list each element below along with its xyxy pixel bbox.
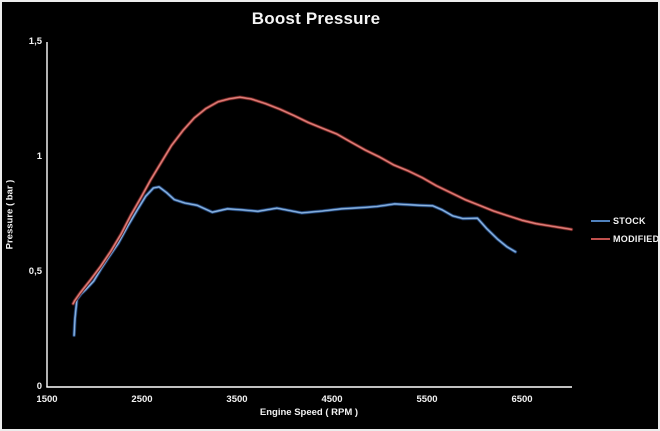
x-tick-label: 6500 <box>511 394 533 405</box>
chart-title: Boost Pressure <box>251 9 381 28</box>
y-tick-label: 1 <box>36 151 42 162</box>
legend-label-stock: STOCK <box>613 216 646 226</box>
legend-label-modified: MODIFIED <box>613 234 660 244</box>
modified-line <box>72 96 572 305</box>
x-tick-label: 3500 <box>226 394 248 405</box>
x-axis-title: Engine Speed ( RPM ) <box>259 407 359 418</box>
stock-line <box>73 185 517 337</box>
y-axis-title: Pressure ( bar ) <box>4 179 16 250</box>
x-tick-label: 4500 <box>321 394 343 405</box>
stock-line <box>72 185 518 338</box>
y-tick-label: 1,5 <box>28 36 42 47</box>
y-tick-label: 0 <box>36 381 42 392</box>
legend-entry-modified: MODIFIED <box>591 233 660 245</box>
x-tick-label: 2500 <box>131 394 153 405</box>
stock-line <box>73 186 516 336</box>
series-lines <box>71 95 574 338</box>
x-tick-label: 5500 <box>416 394 438 405</box>
stock-line-swatch <box>591 220 610 222</box>
x-tick-label: 1500 <box>36 394 58 405</box>
legend-entry-stock: STOCK <box>591 215 658 227</box>
modified-line-swatch <box>591 238 610 240</box>
legend: STOCK MODIFIED <box>591 215 660 251</box>
y-tick-label: 0,5 <box>28 266 42 277</box>
